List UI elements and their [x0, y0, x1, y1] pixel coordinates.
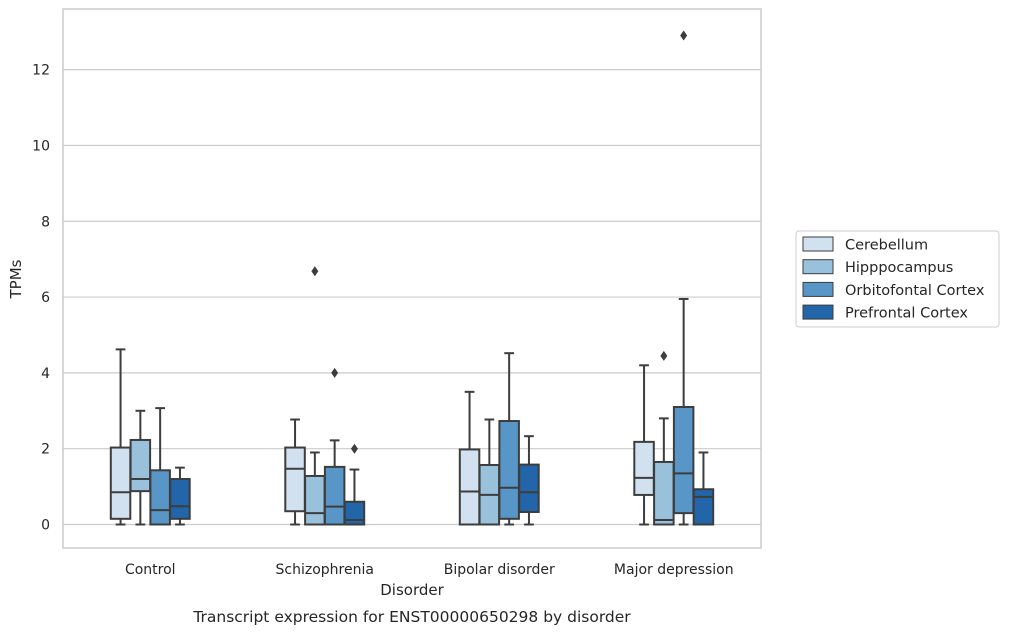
box-body [672, 405, 695, 515]
y-tick-label: 8 [41, 214, 50, 230]
box-hipppocampus-control [129, 409, 152, 526]
y-tick-label: 12 [32, 63, 50, 79]
legend-entry-label: Hipppocampus [845, 260, 953, 276]
y-axis-ticks: 0 2 4 6 8 10 12 [32, 63, 50, 534]
box-body [169, 478, 191, 520]
chart-caption: Transcript expression for ENST0000065029… [192, 608, 631, 626]
y-tick-label: 0 [41, 517, 50, 533]
x-tick-label: Bipolar disorder [444, 562, 555, 578]
y-tick-label: 2 [41, 442, 50, 458]
x-axis-ticks: Control Schizophrenia Bipolar disorder Majo… [125, 562, 734, 578]
box-prefrontal-cortex-major-depression [692, 451, 715, 526]
box-cerebellum-schizophrenia [284, 418, 306, 526]
box-body [692, 488, 715, 526]
x-tick-label: Major depression [614, 562, 734, 578]
legend-frame [795, 230, 1000, 328]
box-body [129, 438, 152, 493]
box-body [323, 465, 346, 526]
box-body [304, 474, 326, 526]
box-hipppocampus-schizophrenia [304, 266, 326, 526]
x-axis-label: Disorder [380, 581, 444, 599]
outlier-point [680, 30, 688, 41]
outlier-point [331, 367, 339, 378]
legend-swatch [802, 304, 834, 320]
box-hipppocampus-bipolar-disorder [478, 418, 501, 526]
outlier-point [311, 266, 319, 277]
box-cerebellum-control [109, 348, 132, 526]
box-orbitofontal-cortex-bipolar-disorder [498, 352, 520, 526]
plot-frame [62, 8, 762, 549]
legend-swatch [802, 259, 834, 275]
outlier-point [350, 443, 358, 454]
box-orbitofontal-cortex-major-depression [672, 30, 695, 526]
box-orbitofontal-cortex-schizophrenia [323, 367, 346, 526]
legend: Cerebellum Hipppocampus Orbitofontal Corte… [795, 230, 1000, 328]
x-tick-label: Schizophrenia [276, 562, 374, 578]
legend-entry-label: Prefrontal Cortex [845, 306, 968, 322]
box-cerebellum-major-depression [633, 364, 655, 526]
box-body [498, 420, 520, 520]
y-axis-label: TPMs [7, 259, 25, 299]
box-hipppocampus-major-depression [653, 350, 675, 526]
box-body [343, 500, 366, 526]
y-tick-label: 10 [32, 138, 50, 154]
x-tick-label: Control [125, 562, 176, 578]
box-body [149, 469, 171, 526]
y-tick-label: 4 [41, 366, 50, 382]
boxes [109, 30, 715, 526]
box-prefrontal-cortex-control [169, 466, 191, 526]
outlier-point [660, 350, 668, 361]
box-orbitofontal-cortex-control [149, 407, 171, 526]
box-prefrontal-cortex-bipolar-disorder [518, 435, 540, 526]
legend-entry-label: Cerebellum [845, 238, 928, 254]
y-tick-label: 6 [41, 290, 50, 306]
legend-swatch [802, 236, 834, 252]
box-body [633, 440, 655, 496]
box-prefrontal-cortex-schizophrenia [343, 443, 366, 526]
box-body [109, 446, 132, 520]
box-body [518, 463, 540, 513]
box-cerebellum-bipolar-disorder [458, 390, 481, 526]
box-body [458, 448, 481, 526]
legend-entry-label: Orbitofontal Cortex [845, 283, 985, 299]
box-body [284, 446, 306, 513]
gridlines [63, 69, 761, 526]
box-body [653, 460, 675, 526]
legend-swatch [802, 281, 834, 297]
